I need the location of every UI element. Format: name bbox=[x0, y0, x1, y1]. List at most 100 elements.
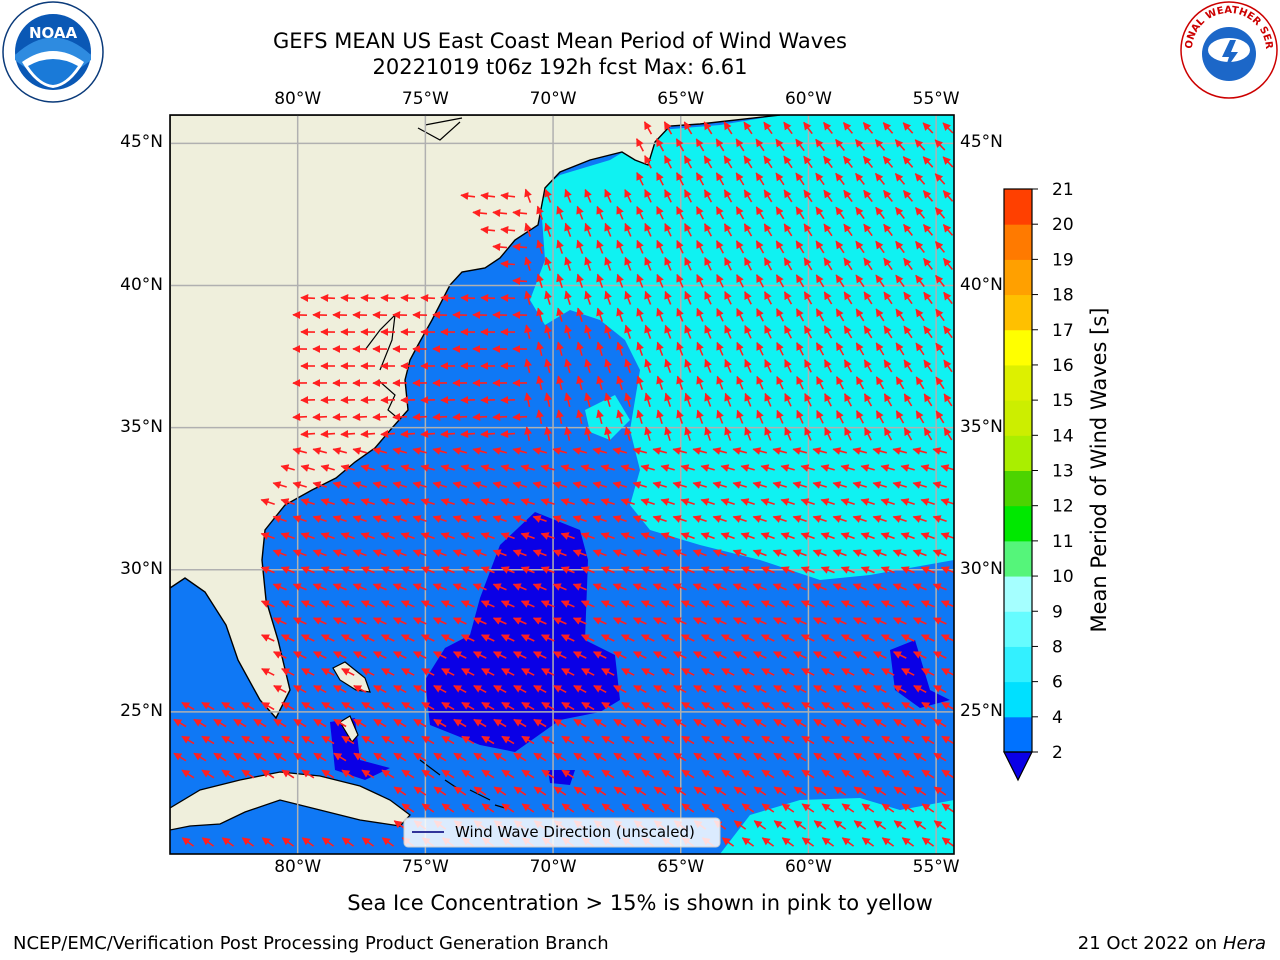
wind-arrow bbox=[735, 240, 745, 254]
wind-arrow bbox=[512, 209, 528, 217]
wind-arrow bbox=[400, 532, 415, 540]
wind-arrow bbox=[624, 256, 632, 271]
wind-arrow bbox=[360, 566, 375, 574]
wind-arrow bbox=[632, 481, 647, 489]
wind-arrow bbox=[920, 600, 935, 608]
wind-arrow bbox=[556, 273, 564, 288]
wind-arrow bbox=[684, 290, 692, 305]
wind-arrow bbox=[902, 156, 914, 168]
wind-arrow bbox=[855, 342, 865, 356]
wind-arrow bbox=[935, 308, 945, 322]
wind-arrow bbox=[521, 668, 535, 676]
wind-arrow bbox=[360, 634, 375, 642]
wind-arrow bbox=[532, 447, 548, 455]
wind-arrow bbox=[942, 122, 954, 134]
wind-arrow bbox=[855, 206, 865, 220]
wind-arrow bbox=[863, 359, 873, 373]
wind-arrow bbox=[652, 515, 667, 523]
wind-arrow bbox=[820, 532, 835, 540]
wind-arrow bbox=[552, 617, 567, 625]
wind-arrow bbox=[922, 223, 934, 236]
wind-arrow bbox=[733, 684, 747, 694]
wind-arrow bbox=[352, 583, 367, 591]
wind-arrow bbox=[821, 701, 835, 711]
wind-arrow bbox=[520, 532, 535, 540]
wind-arrow bbox=[312, 651, 327, 659]
colorbar-segment bbox=[1004, 576, 1032, 612]
wind-arrow bbox=[942, 190, 954, 202]
wind-arrow bbox=[392, 515, 407, 523]
wind-arrow bbox=[576, 239, 584, 254]
wind-arrow bbox=[556, 205, 564, 220]
wind-arrow bbox=[704, 358, 712, 373]
wind-arrow bbox=[652, 447, 668, 455]
wind-arrow bbox=[696, 307, 704, 322]
wind-arrow bbox=[512, 481, 527, 489]
wind-arrow bbox=[772, 617, 787, 625]
wind-arrow bbox=[492, 243, 508, 252]
wind-arrow bbox=[784, 392, 792, 407]
wind-arrow bbox=[804, 426, 812, 441]
wind-arrow bbox=[860, 498, 875, 506]
wind-arrow bbox=[752, 447, 768, 455]
wind-arrow bbox=[201, 701, 215, 711]
wind-arrow bbox=[735, 172, 745, 186]
wind-arrow bbox=[780, 634, 795, 642]
legend-label: Wind Wave Direction (unscaled) bbox=[455, 823, 695, 841]
wind-arrow bbox=[292, 412, 308, 421]
wind-arrow bbox=[604, 324, 612, 339]
wind-arrow bbox=[552, 481, 567, 489]
wind-arrow bbox=[272, 549, 287, 557]
wind-arrow bbox=[564, 324, 572, 339]
wind-arrow bbox=[412, 412, 428, 421]
wind-arrow bbox=[842, 121, 854, 134]
colorbar-segment bbox=[1004, 364, 1032, 401]
wind-arrow bbox=[776, 341, 784, 356]
map-legend: Wind Wave Direction (unscaled) bbox=[403, 817, 721, 848]
wind-arrow bbox=[812, 549, 827, 557]
wind-arrow bbox=[221, 701, 235, 711]
wind-arrow bbox=[875, 308, 885, 322]
wind-arrow bbox=[833, 684, 847, 694]
wind-arrow bbox=[680, 566, 695, 574]
wind-arrow bbox=[636, 307, 644, 322]
wind-arrow bbox=[764, 358, 772, 373]
wind-arrow bbox=[600, 600, 615, 608]
wind-arrow bbox=[664, 358, 672, 373]
wind-arrow bbox=[352, 481, 367, 489]
wind-arrow bbox=[883, 257, 893, 271]
wind-arrow bbox=[672, 515, 687, 523]
wind-arrow bbox=[373, 684, 387, 694]
wind-arrow bbox=[835, 342, 845, 356]
wind-arrow bbox=[524, 324, 532, 339]
wind-arrow bbox=[524, 188, 532, 203]
wind-arrow bbox=[820, 634, 835, 642]
wind-arrow bbox=[684, 392, 692, 407]
wind-arrow bbox=[875, 274, 885, 288]
colorbar-segment bbox=[1004, 329, 1032, 366]
wind-arrow bbox=[532, 549, 547, 557]
wind-arrow bbox=[732, 447, 748, 455]
wind-arrow bbox=[524, 358, 532, 373]
wind-arrow bbox=[400, 634, 415, 642]
wind-arrow bbox=[892, 481, 907, 489]
colorbar-segment bbox=[1004, 646, 1032, 683]
wind-arrow bbox=[732, 481, 747, 489]
wind-arrow bbox=[584, 290, 592, 305]
wind-arrow bbox=[932, 549, 947, 557]
wind-arrow bbox=[872, 481, 887, 489]
wind-arrow bbox=[763, 155, 773, 169]
wind-arrow bbox=[360, 498, 375, 506]
wind-arrow bbox=[320, 600, 335, 608]
wind-arrow bbox=[540, 498, 555, 506]
wind-arrow bbox=[544, 358, 552, 373]
wind-arrow bbox=[801, 668, 815, 676]
wind-arrow bbox=[676, 341, 684, 356]
wind-arrow bbox=[683, 189, 693, 203]
wind-arrow bbox=[676, 409, 684, 424]
colorbar-tick-label: 16 bbox=[1052, 356, 1074, 376]
wind-arrow bbox=[380, 498, 395, 506]
wind-arrow bbox=[835, 206, 845, 220]
wind-arrow bbox=[332, 617, 347, 625]
wind-arrow bbox=[841, 701, 855, 711]
